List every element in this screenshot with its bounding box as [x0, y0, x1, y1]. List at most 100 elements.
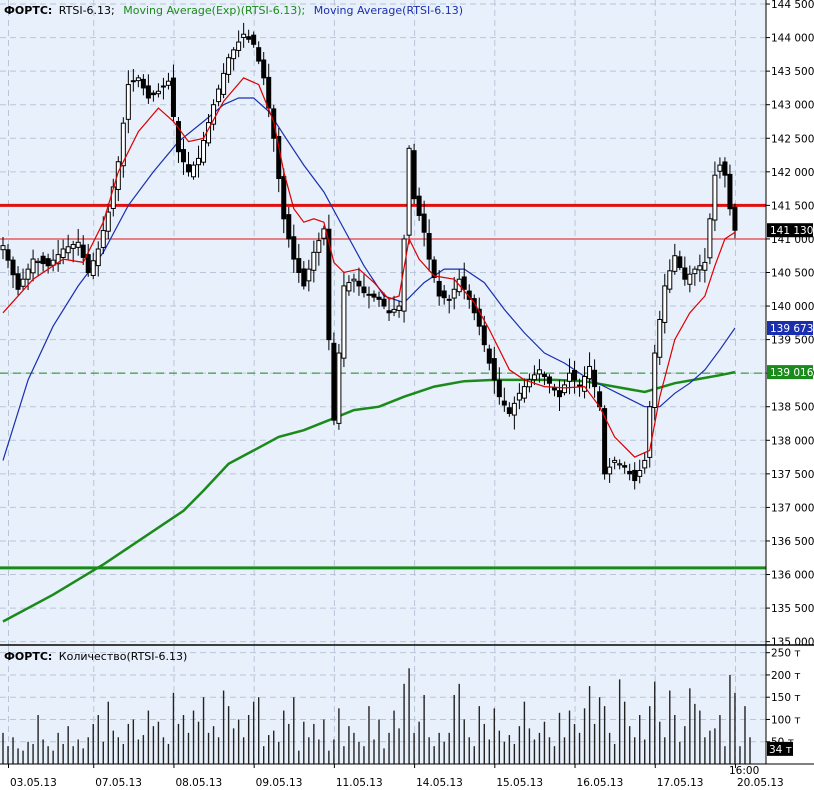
date-tick-label: 16.05.13 — [577, 777, 624, 789]
date-axis-labels: 03.05.13 07.05.13 08.05.13 09.05.13 11.05.13… — [8, 764, 784, 789]
price-tag-label: 141 130 — [770, 225, 813, 237]
candle-body — [306, 268, 312, 282]
candle-body — [266, 76, 272, 109]
time-tick-label: 16:00 — [729, 765, 759, 777]
candle-body — [491, 358, 497, 381]
candle-body — [326, 228, 332, 341]
candle-body — [682, 267, 688, 280]
price-tick-label: 138 000 — [771, 435, 814, 447]
candle-body — [632, 469, 638, 482]
candle-body — [637, 469, 643, 477]
long-ma-line — [2, 370, 736, 623]
date-tick-label: 09.05.13 — [256, 777, 303, 789]
candle-body — [592, 369, 598, 388]
volume-tick-label: 200 т — [771, 670, 801, 682]
price-tick-label: 139 500 — [771, 335, 814, 347]
price-tick-label: 138 500 — [771, 402, 814, 414]
price-tick-label: 143 500 — [771, 66, 814, 78]
candle-body — [717, 164, 723, 172]
candle-body — [461, 276, 467, 290]
candle-body — [562, 384, 568, 394]
candle-body — [582, 376, 588, 392]
candle-body — [401, 238, 407, 312]
candle-body — [496, 379, 502, 398]
price-tick-label: 135 500 — [771, 603, 814, 615]
candle-body — [291, 236, 297, 260]
candle-body — [40, 255, 46, 265]
price-tick-label: 143 000 — [771, 100, 814, 112]
volume-tick-label: 150 т — [771, 692, 801, 704]
candle-body — [376, 296, 382, 300]
candle-body — [95, 248, 101, 267]
candle-body — [25, 268, 31, 280]
candle-body — [180, 149, 186, 163]
candle-body — [486, 348, 492, 364]
price-tick-label: 142 500 — [771, 133, 814, 145]
candle-body — [316, 240, 322, 253]
candle-body — [602, 408, 608, 475]
candle-body — [70, 244, 76, 249]
candle-body — [276, 136, 282, 180]
candle-body — [652, 352, 658, 408]
candle-body — [371, 293, 377, 298]
date-tick-label: 20.05.13 — [737, 777, 784, 789]
candle-body — [506, 407, 512, 414]
candle-body — [331, 342, 337, 421]
price-tick-label: 142 000 — [771, 167, 814, 179]
volume-tick-label: 250 т — [771, 648, 801, 660]
candle-body — [607, 466, 613, 475]
candle-body — [20, 278, 26, 287]
legend-series: RTSI-6.13; — [59, 4, 115, 17]
price-legend: ФОРТС: RTSI-6.13; Moving Average(Exp)(RT… — [4, 4, 463, 17]
candle-body — [501, 400, 507, 406]
candle-body — [416, 195, 422, 216]
candle-body — [396, 305, 402, 311]
candle-body — [732, 206, 738, 231]
candle-body — [191, 164, 197, 178]
volume-pane-background — [0, 646, 766, 764]
legend-instrument: ФОРТС: — [4, 4, 52, 17]
candle-body — [201, 139, 207, 163]
candle-body — [115, 161, 121, 190]
candle-body — [516, 392, 522, 401]
candle-body — [135, 77, 141, 82]
candle-body — [286, 214, 292, 240]
candle-body — [341, 285, 347, 359]
candle-body — [381, 298, 387, 307]
price-tags: 141 130 139 673 139 016 34 т — [767, 223, 814, 756]
candle-body — [642, 459, 648, 469]
candle-body — [692, 268, 698, 275]
date-tick-label: 08.05.13 — [175, 777, 222, 789]
candle-body — [0, 245, 6, 251]
candle-body — [60, 248, 66, 258]
ema-line — [2, 77, 736, 458]
candle-body — [446, 298, 452, 301]
candle-body — [10, 259, 16, 276]
candle-body — [155, 90, 161, 95]
candle-body — [622, 465, 628, 468]
candle-body — [707, 218, 713, 259]
candle-body — [150, 92, 156, 96]
candle-body — [125, 84, 131, 120]
candle-body — [301, 268, 307, 287]
candle-body — [90, 260, 96, 276]
price-pane-background — [0, 0, 766, 645]
candle-body — [431, 259, 437, 279]
candle-body — [536, 369, 542, 375]
exponential-moving-average — [2, 77, 736, 458]
price-tick-label: 144 000 — [771, 33, 814, 45]
candle-body — [175, 121, 181, 153]
candle-body — [421, 213, 427, 233]
candle-body — [185, 164, 191, 173]
price-tick-label: 140 000 — [771, 301, 814, 313]
candle-body — [336, 352, 342, 424]
volume-bars — [2, 668, 751, 764]
candle-body — [612, 459, 618, 463]
candle-body — [687, 273, 693, 285]
price-tick-label: 144 500 — [771, 0, 814, 11]
candle-body — [35, 260, 41, 264]
candle-body — [65, 246, 71, 254]
candle-body — [587, 365, 593, 380]
